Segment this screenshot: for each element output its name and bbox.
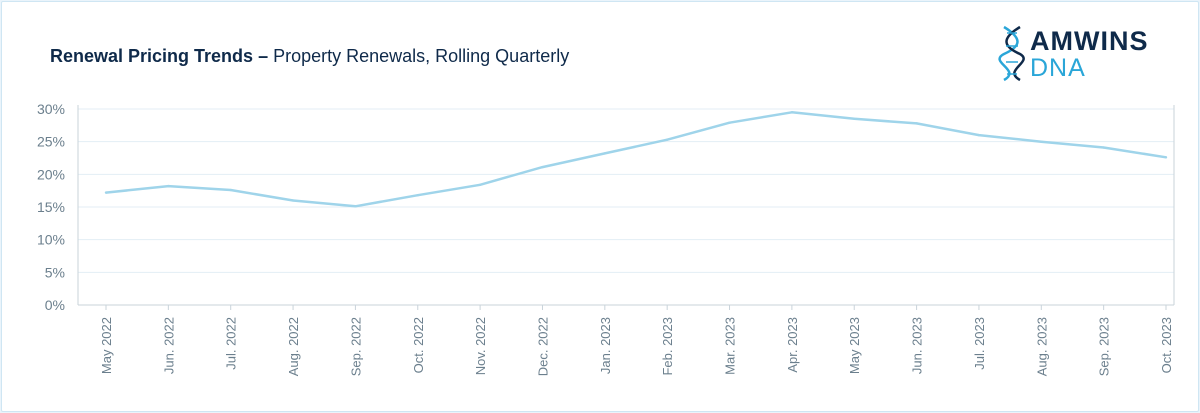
x-tick-label: Nov. 2022 bbox=[473, 317, 488, 375]
data-point bbox=[790, 111, 794, 114]
chart-title: Renewal Pricing Trends – Property Renewa… bbox=[50, 46, 569, 67]
x-tick-label: Jun. 2023 bbox=[910, 317, 925, 374]
data-point bbox=[478, 183, 482, 186]
logo-wordmark-bottom: DNA bbox=[1030, 54, 1086, 82]
data-point bbox=[1164, 156, 1168, 159]
y-tick-label: 15% bbox=[37, 199, 65, 215]
x-tick-label: Apr. 2023 bbox=[785, 317, 800, 373]
data-point bbox=[977, 133, 981, 137]
amwins-dna-logo: AMWINS DNA bbox=[998, 24, 1178, 84]
dna-helix-icon bbox=[998, 25, 1025, 82]
y-tick-label: 30% bbox=[37, 101, 65, 117]
data-point bbox=[728, 121, 731, 124]
data-point bbox=[291, 199, 295, 202]
x-tick-label: Aug. 2022 bbox=[286, 317, 301, 376]
x-tick-label: May 2023 bbox=[847, 317, 862, 374]
y-tick-label: 10% bbox=[37, 232, 65, 248]
x-tick-label: Jul. 2023 bbox=[972, 317, 987, 370]
data-point bbox=[1102, 146, 1105, 149]
title-bold: Renewal Pricing Trends – bbox=[50, 46, 269, 66]
data-point bbox=[1040, 140, 1043, 143]
x-tick-label: Oct. 2023 bbox=[1159, 317, 1174, 373]
x-tick-label: Dec. 2022 bbox=[535, 317, 550, 376]
data-point bbox=[229, 188, 232, 192]
x-tick-label: Mar. 2023 bbox=[723, 317, 738, 375]
data-point bbox=[915, 122, 918, 125]
y-tick-label: 5% bbox=[45, 264, 65, 280]
data-point bbox=[541, 165, 544, 169]
y-tick-label: 20% bbox=[37, 166, 65, 182]
logo-wordmark-top: AMWINS bbox=[1030, 26, 1149, 56]
x-tick-label: May 2022 bbox=[99, 317, 114, 374]
data-point bbox=[104, 191, 108, 194]
x-tick-label: Sep. 2023 bbox=[1097, 317, 1112, 376]
title-rest: Property Renewals, Rolling Quarterly bbox=[268, 46, 570, 66]
x-tick-label: Jan. 2023 bbox=[598, 317, 613, 374]
data-point bbox=[603, 152, 607, 155]
data-point bbox=[665, 138, 669, 141]
x-tick-label: Jul. 2022 bbox=[224, 317, 239, 370]
data-point bbox=[416, 194, 419, 197]
series-line bbox=[105, 111, 1167, 208]
data-point bbox=[853, 117, 856, 121]
x-tick-label: Aug. 2023 bbox=[1034, 317, 1049, 376]
data-point bbox=[354, 205, 357, 208]
y-tick-label: 25% bbox=[37, 134, 65, 150]
x-tick-label: Feb. 2023 bbox=[660, 317, 675, 376]
x-tick-label: Jun. 2022 bbox=[161, 317, 176, 374]
data-point bbox=[167, 184, 170, 188]
x-tick-label: Oct. 2022 bbox=[411, 317, 426, 373]
x-tick-label: Sep. 2022 bbox=[348, 317, 363, 376]
y-tick-label: 0% bbox=[45, 297, 65, 313]
